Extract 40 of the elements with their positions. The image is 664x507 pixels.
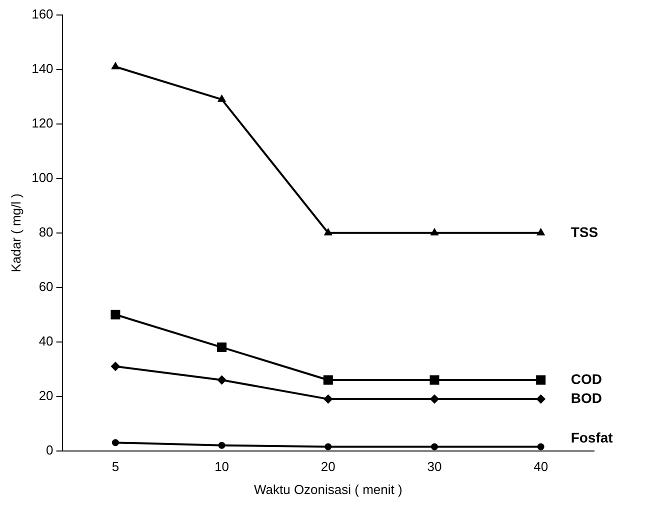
point — [218, 442, 226, 449]
point — [218, 94, 226, 102]
point — [112, 439, 119, 446]
point — [323, 375, 333, 385]
y-tick-label: 80 — [38, 224, 54, 240]
y-tick-label: 60 — [38, 278, 54, 294]
series-label: TSS — [570, 224, 598, 240]
point — [324, 443, 332, 450]
series-label: Fosfat — [570, 430, 614, 446]
x-tick-label: 40 — [534, 459, 548, 474]
point — [430, 394, 439, 404]
point — [536, 394, 546, 404]
y-tick-label: 120 — [32, 116, 54, 131]
point — [110, 310, 120, 320]
x-tick-label: 10 — [214, 459, 230, 474]
y-tick-label: 20 — [38, 388, 54, 403]
series-label: COD — [570, 370, 602, 387]
x-tick-label: 30 — [427, 459, 442, 474]
point — [111, 62, 120, 70]
point — [324, 228, 332, 236]
y-tick-label: 140 — [32, 61, 54, 76]
x-tick-label: 20 — [320, 459, 336, 474]
point — [110, 362, 120, 371]
y-tick-label: 40 — [38, 333, 54, 348]
point — [217, 342, 227, 352]
series-label: BOD — [570, 390, 602, 406]
y-axis-title: Kadar ( mg/l ) — [8, 194, 24, 272]
point — [217, 375, 226, 384]
point — [324, 394, 333, 404]
point — [430, 228, 438, 236]
point — [536, 375, 546, 385]
y-tick-label: 0 — [46, 442, 54, 458]
x-tick-label: 5 — [112, 459, 120, 474]
y-tick-label: 100 — [32, 170, 54, 186]
point — [537, 443, 544, 450]
x-axis-title: Waktu Ozonisasi ( menit ) — [254, 482, 402, 497]
point — [536, 228, 545, 236]
point — [430, 375, 440, 385]
y-tick-label: 160 — [32, 6, 54, 22]
point — [430, 443, 438, 450]
